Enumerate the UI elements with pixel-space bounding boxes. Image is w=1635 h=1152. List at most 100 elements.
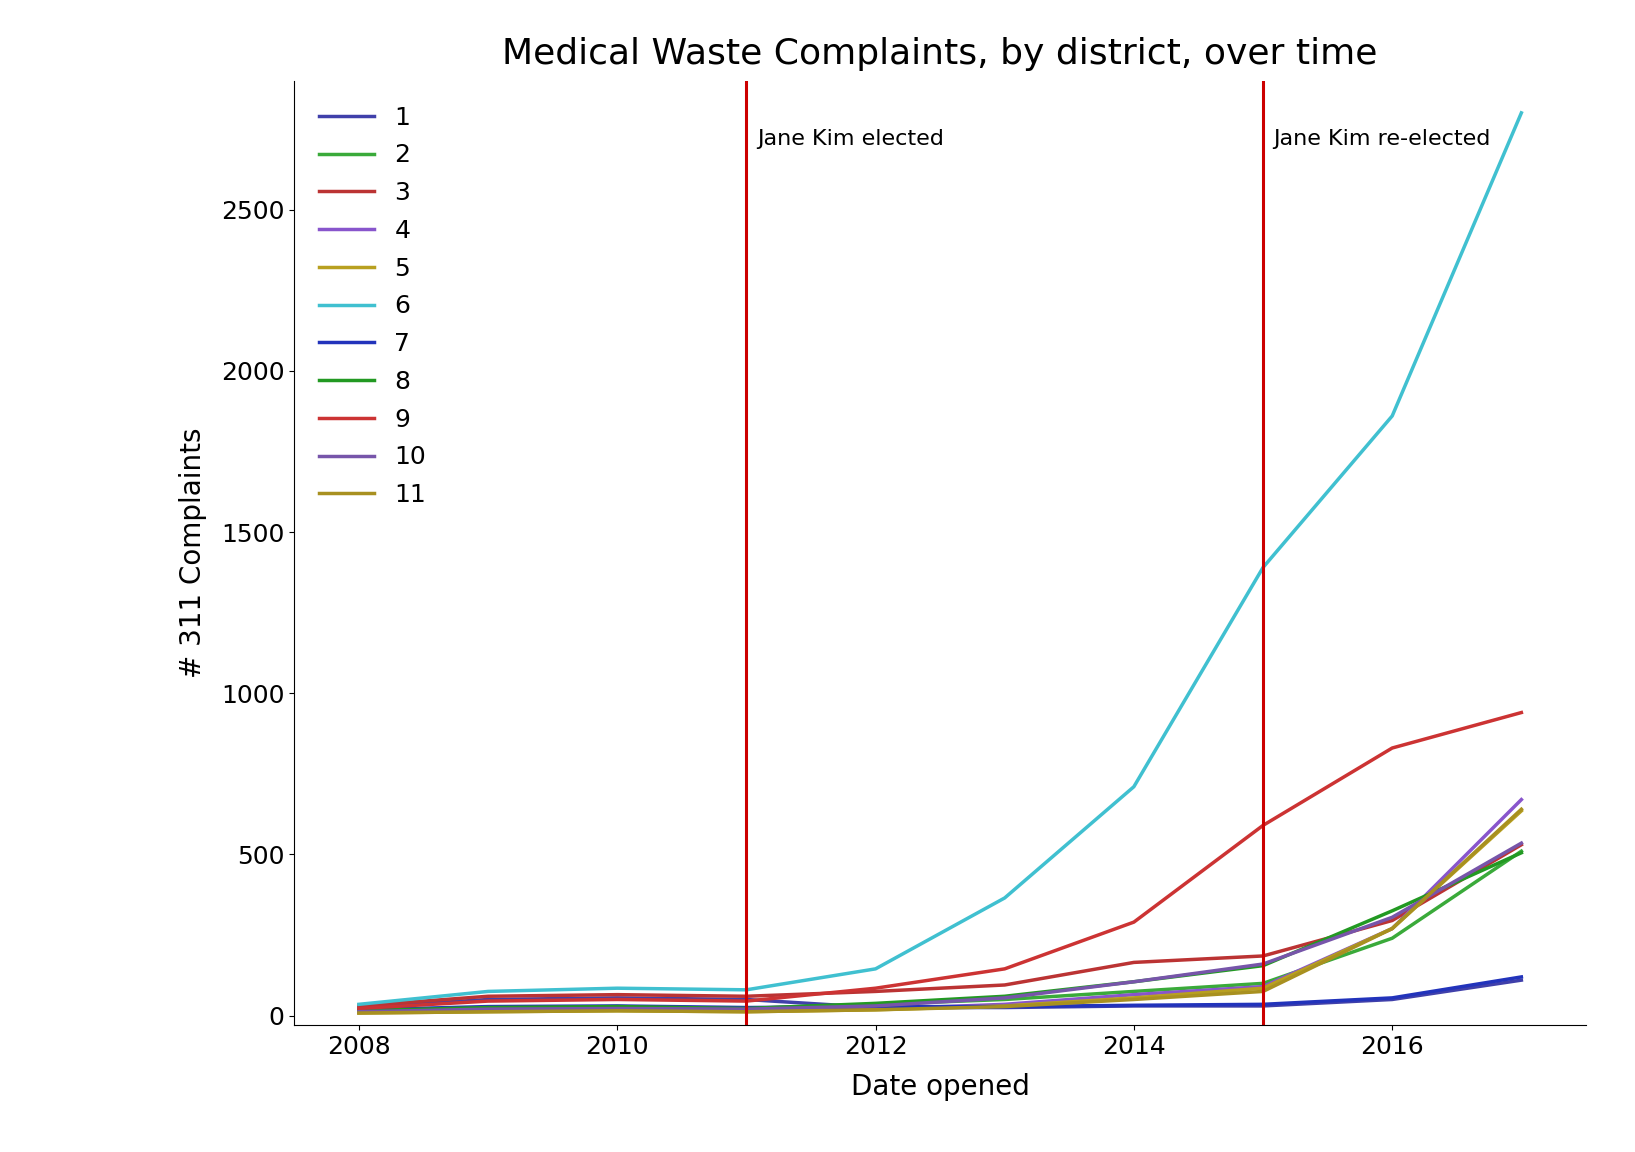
- Text: Jane Kim re-elected: Jane Kim re-elected: [1274, 129, 1491, 149]
- 11: [867, 1003, 886, 1017]
- 7: [996, 1000, 1015, 1014]
- 3: [479, 990, 499, 1003]
- 8: [1254, 958, 1274, 972]
- 1: [737, 993, 757, 1007]
- 8: [350, 1003, 370, 1017]
- 1: [1512, 973, 1532, 987]
- 5: [996, 999, 1015, 1013]
- Line: 2: 2: [360, 851, 1522, 1010]
- 5: [350, 1006, 370, 1020]
- 4: [350, 1006, 370, 1020]
- 8: [479, 1001, 499, 1015]
- 9: [608, 993, 628, 1007]
- 6: [867, 962, 886, 976]
- 6: [1512, 106, 1532, 120]
- 4: [1123, 987, 1143, 1001]
- Y-axis label: # 311 Complaints: # 311 Complaints: [180, 427, 208, 679]
- Line: 8: 8: [360, 852, 1522, 1010]
- 2: [996, 993, 1015, 1007]
- 7: [608, 999, 628, 1013]
- 7: [1254, 998, 1274, 1011]
- 11: [737, 1005, 757, 1018]
- 2: [1123, 985, 1143, 999]
- 10: [1123, 975, 1143, 988]
- 5: [1254, 982, 1274, 995]
- 9: [1254, 818, 1274, 832]
- 7: [479, 1000, 499, 1014]
- 8: [608, 1000, 628, 1014]
- 9: [1512, 706, 1532, 720]
- 6: [479, 985, 499, 999]
- 3: [1383, 914, 1403, 927]
- 4: [608, 1003, 628, 1017]
- Line: 9: 9: [360, 713, 1522, 1008]
- Line: 11: 11: [360, 809, 1522, 1013]
- 11: [1383, 922, 1403, 935]
- 1: [1123, 999, 1143, 1013]
- Line: 1: 1: [360, 980, 1522, 1008]
- 5: [1383, 922, 1403, 935]
- 5: [1512, 804, 1532, 818]
- 3: [737, 990, 757, 1003]
- 10: [1512, 836, 1532, 850]
- 10: [350, 1005, 370, 1018]
- 7: [350, 1003, 370, 1017]
- 8: [737, 1001, 757, 1015]
- 2: [867, 998, 886, 1011]
- 10: [608, 1001, 628, 1015]
- 9: [737, 994, 757, 1008]
- 4: [867, 1002, 886, 1016]
- 6: [1254, 561, 1274, 575]
- 6: [1383, 409, 1403, 423]
- 6: [608, 982, 628, 995]
- 2: [608, 1000, 628, 1014]
- 7: [867, 1000, 886, 1014]
- Legend: 1, 2, 3, 4, 5, 6, 7, 8, 9, 10, 11: 1, 2, 3, 4, 5, 6, 7, 8, 9, 10, 11: [307, 93, 438, 520]
- 3: [608, 987, 628, 1001]
- 8: [1383, 904, 1403, 918]
- 4: [996, 998, 1015, 1011]
- 5: [479, 1005, 499, 1018]
- 5: [608, 1003, 628, 1017]
- 6: [996, 890, 1015, 904]
- 2: [1512, 844, 1532, 858]
- 10: [737, 1002, 757, 1016]
- 2: [737, 1001, 757, 1015]
- 3: [350, 999, 370, 1013]
- 11: [996, 1000, 1015, 1014]
- 2: [1383, 931, 1403, 945]
- X-axis label: Date opened: Date opened: [850, 1073, 1030, 1101]
- 6: [1123, 780, 1143, 794]
- 2: [350, 1003, 370, 1017]
- 11: [608, 1003, 628, 1017]
- 11: [1512, 802, 1532, 816]
- 7: [1123, 999, 1143, 1013]
- 4: [1254, 979, 1274, 993]
- 1: [350, 1001, 370, 1015]
- 7: [1512, 970, 1532, 984]
- 1: [1254, 999, 1274, 1013]
- 11: [1254, 985, 1274, 999]
- Line: 6: 6: [360, 113, 1522, 1005]
- 10: [867, 999, 886, 1013]
- 10: [479, 1002, 499, 1016]
- 4: [1512, 793, 1532, 806]
- 10: [1383, 910, 1403, 924]
- 11: [1123, 993, 1143, 1007]
- 10: [1254, 957, 1274, 971]
- 3: [996, 978, 1015, 992]
- 9: [1383, 741, 1403, 755]
- 8: [996, 990, 1015, 1003]
- Text: Jane Kim elected: Jane Kim elected: [757, 129, 943, 149]
- 1: [1383, 993, 1403, 1007]
- 8: [867, 996, 886, 1010]
- Line: 5: 5: [360, 811, 1522, 1013]
- 3: [1123, 955, 1143, 969]
- 11: [479, 1005, 499, 1018]
- 1: [479, 993, 499, 1007]
- 8: [1512, 846, 1532, 859]
- 10: [996, 991, 1015, 1005]
- 9: [350, 1001, 370, 1015]
- 9: [867, 982, 886, 995]
- 11: [350, 1006, 370, 1020]
